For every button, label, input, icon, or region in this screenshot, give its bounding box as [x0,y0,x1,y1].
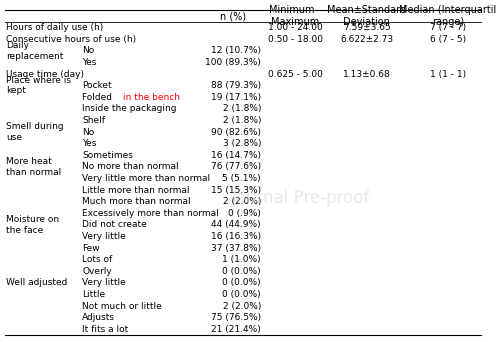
Text: 0.625 - 5.00: 0.625 - 5.00 [268,69,323,79]
Text: Place where is
kept: Place where is kept [6,76,71,95]
Text: 3 (2.8%): 3 (2.8%) [223,139,261,148]
Text: 2 (2.0%): 2 (2.0%) [223,197,261,206]
Text: 88 (79.3%): 88 (79.3%) [211,81,261,90]
Text: 1 (1 - 1): 1 (1 - 1) [430,69,466,79]
Text: Not much or little: Not much or little [82,302,162,311]
Text: Sometimes: Sometimes [82,151,133,160]
Text: Little: Little [82,290,105,299]
Text: Very little more than normal: Very little more than normal [82,174,210,183]
Text: Adjusts: Adjusts [82,313,115,322]
Text: Median (Interquartil
range): Median (Interquartil range) [399,5,496,27]
Text: 6.622±2.73: 6.622±2.73 [340,35,394,44]
Text: Shelf: Shelf [82,116,105,125]
Text: Inside the packaging: Inside the packaging [82,104,176,114]
Text: 2 (2.0%): 2 (2.0%) [223,302,261,311]
Text: Very little: Very little [82,232,126,241]
Text: It fits a lot: It fits a lot [82,325,129,334]
Text: n (%): n (%) [220,11,246,21]
Text: 1.13±0.68: 1.13±0.68 [343,69,391,79]
Text: Yes: Yes [82,58,96,67]
Text: 44 (44.9%): 44 (44.9%) [212,221,261,229]
Text: Lots of: Lots of [82,255,112,264]
Text: 1 (1.0%): 1 (1.0%) [222,255,261,264]
Text: 7 (7 - 7): 7 (7 - 7) [430,23,466,32]
Text: 37 (37.8%): 37 (37.8%) [211,244,261,253]
Text: Yes: Yes [82,139,96,148]
Text: Did not create: Did not create [82,221,147,229]
Text: 0 (0.0%): 0 (0.0%) [222,278,261,287]
Text: Overly: Overly [82,267,112,276]
Text: 100 (89.3%): 100 (89.3%) [205,58,261,67]
Text: in the bench: in the bench [123,93,180,102]
Text: Hours of daily use (h): Hours of daily use (h) [6,23,103,32]
Text: Usage time (day): Usage time (day) [6,69,84,79]
Text: 0 (.9%): 0 (.9%) [228,209,261,218]
Text: 12 (10.7%): 12 (10.7%) [211,47,261,55]
Text: 6 (7 - 5): 6 (7 - 5) [430,35,466,44]
Text: Smell during
use: Smell during use [6,122,64,142]
Text: Excessively more than normal: Excessively more than normal [82,209,219,218]
Text: 0 (0.0%): 0 (0.0%) [222,267,261,276]
Text: 2 (1.8%): 2 (1.8%) [223,104,261,114]
Text: 16 (14.7%): 16 (14.7%) [211,151,261,160]
Text: 0 (0.0%): 0 (0.0%) [222,290,261,299]
Text: Daily
replacement: Daily replacement [6,41,63,61]
Text: 7.59±3.65: 7.59±3.65 [343,23,391,32]
Text: No: No [82,128,94,136]
Text: 0.50 - 18.00: 0.50 - 18.00 [268,35,323,44]
Text: No: No [82,47,94,55]
Text: Folded: Folded [82,93,115,102]
Text: Journal Pre-proof: Journal Pre-proof [232,189,370,207]
Text: Little more than normal: Little more than normal [82,186,190,195]
Text: 19 (17.1%): 19 (17.1%) [211,93,261,102]
Text: No more than normal: No more than normal [82,162,179,171]
Text: Few: Few [82,244,100,253]
Text: 76 (77.6%): 76 (77.6%) [211,162,261,171]
Text: 15 (15.3%): 15 (15.3%) [211,186,261,195]
Text: Much more than normal: Much more than normal [82,197,191,206]
Text: 5 (5.1%): 5 (5.1%) [222,174,261,183]
Text: 75 (76.5%): 75 (76.5%) [211,313,261,322]
Text: 16 (16.3%): 16 (16.3%) [211,232,261,241]
Text: Moisture on
the face: Moisture on the face [6,215,59,235]
Text: 2 (1.8%): 2 (1.8%) [223,116,261,125]
Text: Minimum –
Maximum: Minimum – Maximum [269,5,322,27]
Text: Consecutive hours of use (h): Consecutive hours of use (h) [6,35,136,44]
Text: 1.00 - 24.00: 1.00 - 24.00 [268,23,323,32]
Text: Very little: Very little [82,278,126,287]
Text: Mean±Standard
Deviation: Mean±Standard Deviation [327,5,406,27]
Text: More heat
than normal: More heat than normal [6,157,61,176]
Text: 21 (21.4%): 21 (21.4%) [211,325,261,334]
Text: 90 (82.6%): 90 (82.6%) [211,128,261,136]
Text: Well adjusted: Well adjusted [6,278,67,287]
Text: Pocket: Pocket [82,81,112,90]
